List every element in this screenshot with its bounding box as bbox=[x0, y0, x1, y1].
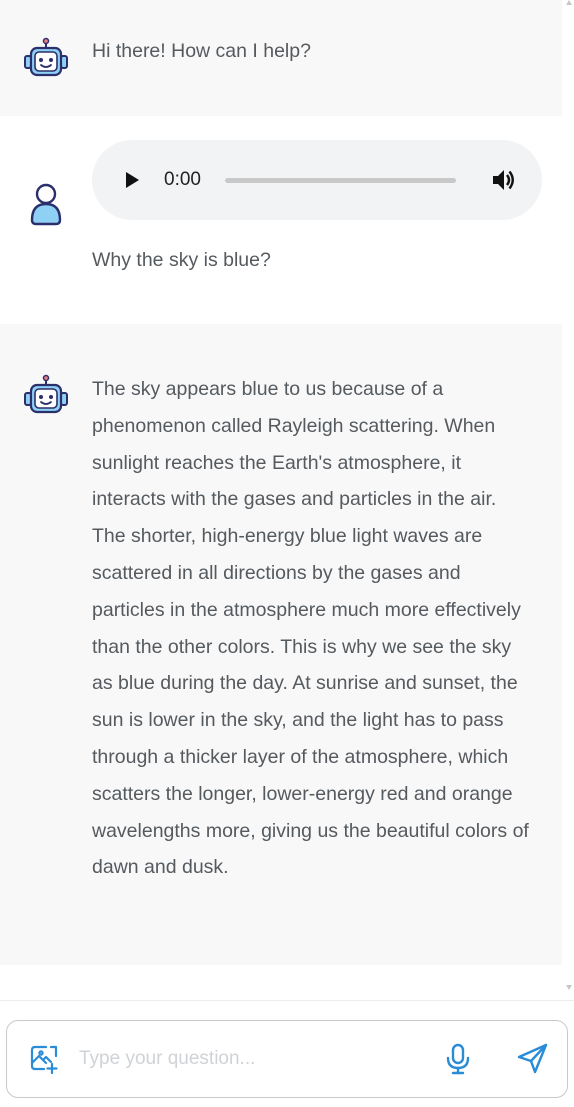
composer-divider bbox=[0, 1000, 574, 1001]
question-input[interactable] bbox=[77, 1047, 443, 1071]
message-text: The sky appears blue to us because of a … bbox=[92, 378, 529, 879]
add-image-icon[interactable] bbox=[27, 1042, 61, 1076]
chat-thread: Hi there! How can I help? 0:00 bbox=[0, 0, 562, 965]
scroll-down-arrow[interactable] bbox=[566, 985, 572, 990]
audio-progress-track[interactable] bbox=[224, 177, 456, 183]
scroll-up-arrow[interactable] bbox=[566, 0, 572, 5]
bot-message: The sky appears blue to us because of a … bbox=[0, 324, 562, 965]
audio-player[interactable]: 0:00 bbox=[92, 140, 542, 220]
question-composer bbox=[6, 1020, 568, 1098]
robot-icon bbox=[22, 36, 70, 84]
user-icon bbox=[22, 180, 70, 228]
volume-icon[interactable] bbox=[490, 166, 518, 194]
audio-time: 0:00 bbox=[164, 169, 201, 190]
bot-message: Hi there! How can I help? bbox=[0, 0, 562, 116]
message-text: Why the sky is blue? bbox=[92, 249, 271, 271]
play-icon[interactable] bbox=[122, 170, 142, 190]
send-icon[interactable] bbox=[515, 1042, 549, 1076]
user-message: 0:00 Why the sky is blue? bbox=[0, 116, 562, 324]
microphone-icon[interactable] bbox=[443, 1042, 473, 1076]
robot-icon bbox=[22, 373, 70, 421]
message-body: 0:00 Why the sky is blue? bbox=[92, 140, 542, 324]
message-body: The sky appears blue to us because of a … bbox=[92, 371, 532, 965]
message-body: Hi there! How can I help? bbox=[92, 36, 532, 116]
message-text: Hi there! How can I help? bbox=[92, 40, 311, 62]
